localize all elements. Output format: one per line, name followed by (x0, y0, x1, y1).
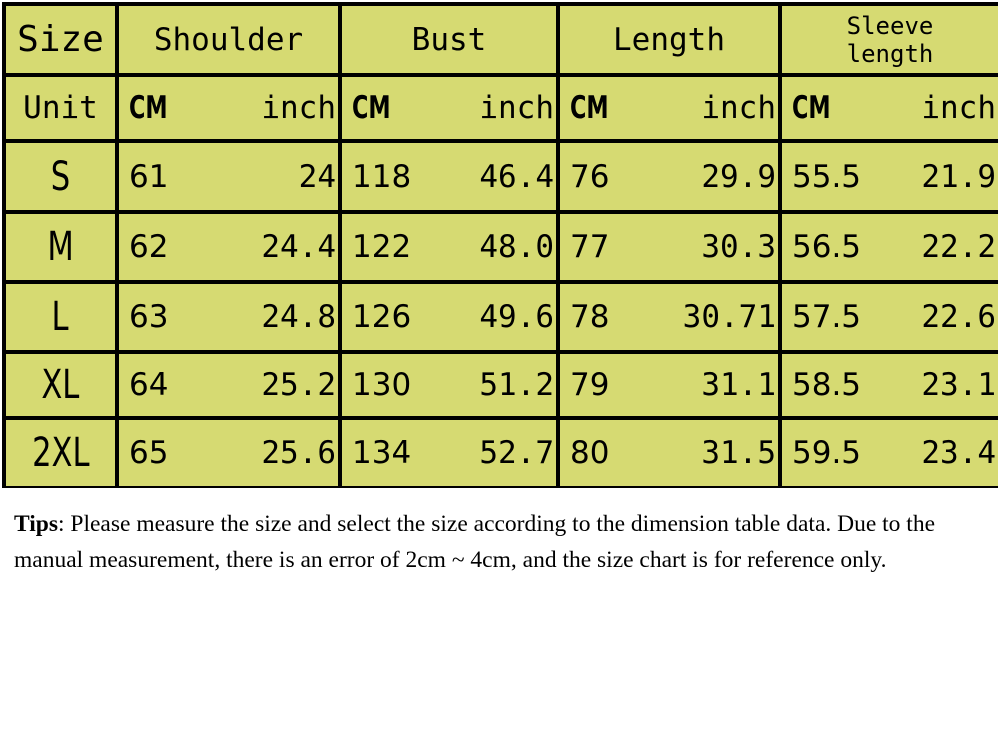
data-cell: 55.5 21.9 (782, 143, 998, 210)
inch-value: 22.6 (921, 299, 996, 335)
inch-value: 49.6 (479, 299, 554, 335)
data-cell: 118 46.4 (342, 143, 556, 210)
unit-cm-label: CM (792, 90, 831, 126)
size-chart-table: Size Shoulder Bust Length Sleeve length Unit CM… (2, 2, 998, 488)
cm-value: 61 (129, 158, 169, 195)
inch-value: 24.8 (261, 299, 336, 335)
unit-inch-label: inch (261, 90, 336, 126)
data-cell: 122 48.0 (342, 214, 556, 280)
unit-cm-label: CM (352, 90, 391, 126)
cm-value: 134 (352, 435, 412, 471)
cm-value: 80 (570, 435, 610, 471)
size-label-cell: S (6, 143, 115, 210)
column-header-sleeve-length: Sleeve length (782, 6, 998, 73)
inch-value: 23.1 (921, 367, 996, 403)
data-cell: 77 30.3 (560, 214, 778, 280)
data-cell: 63 24.8 (119, 284, 338, 350)
cm-value: 126 (352, 299, 412, 335)
cm-value: 55.5 (792, 158, 862, 195)
unit-inch-label: inch (921, 90, 996, 126)
column-header-label: length (846, 39, 934, 68)
inch-value: 25.2 (261, 367, 336, 403)
size-label: M (47, 224, 74, 270)
cm-value: 56.5 (792, 229, 862, 265)
inch-value: 46.4 (479, 158, 554, 195)
cm-value: 64 (129, 367, 169, 403)
column-header-label: Sleeve (846, 11, 934, 40)
cm-value: 59.5 (792, 435, 862, 471)
data-cell: 61 24 (119, 143, 338, 210)
size-label: S (50, 153, 71, 200)
inch-value: 51.2 (479, 367, 554, 403)
data-cell: 62 24.4 (119, 214, 338, 280)
cm-value: 118 (352, 158, 412, 195)
cm-value: 62 (129, 229, 169, 265)
data-cell: 56.5 22.2 (782, 214, 998, 280)
data-cell: 79 31.1 (560, 354, 778, 416)
size-label: L (51, 294, 70, 340)
inch-value: 25.6 (261, 435, 336, 471)
tips-label: Tips (14, 511, 58, 537)
size-label-cell: XL (6, 354, 115, 416)
data-cell: 134 52.7 (342, 420, 556, 486)
data-cell: 78 30.71 (560, 284, 778, 350)
size-label-cell: 2XL (6, 420, 115, 486)
data-cell: 64 25.2 (119, 354, 338, 416)
inch-value: 23.4 (921, 435, 996, 471)
size-header-label: Size (17, 19, 104, 60)
cm-value: 122 (352, 229, 412, 265)
unit-inch-label: inch (479, 90, 554, 126)
size-label: XL (41, 362, 80, 408)
cm-value: 76 (570, 158, 610, 195)
size-label-cell: L (6, 284, 115, 350)
column-header-length: Length (560, 6, 778, 73)
data-cell: 65 25.6 (119, 420, 338, 486)
data-cell: 80 31.5 (560, 420, 778, 486)
inch-value: 31.1 (701, 367, 776, 403)
cm-value: 63 (129, 299, 169, 335)
cm-value: 78 (570, 299, 610, 335)
cm-value: 58.5 (792, 367, 862, 403)
inch-value: 31.5 (701, 435, 776, 471)
unit-header: Unit (6, 77, 115, 139)
column-header-label: Shoulder (153, 21, 304, 58)
inch-value: 52.7 (479, 435, 554, 471)
unit-cm-label: CM (129, 90, 168, 126)
inch-value: 29.9 (701, 158, 776, 195)
unit-cell: CM inch (560, 77, 778, 139)
unit-cm-label: CM (570, 90, 609, 126)
unit-cell: CM inch (782, 77, 998, 139)
column-header-shoulder: Shoulder (119, 6, 338, 73)
data-cell: 130 51.2 (342, 354, 556, 416)
inch-value: 22.2 (921, 229, 996, 265)
tips-note: Tips: Please measure the size and select… (14, 506, 994, 578)
column-header-bust: Bust (342, 6, 556, 73)
size-header: Size (6, 6, 115, 73)
data-cell: 76 29.9 (560, 143, 778, 210)
data-cell: 126 49.6 (342, 284, 556, 350)
unit-cell: CM inch (119, 77, 338, 139)
data-cell: 59.5 23.4 (782, 420, 998, 486)
inch-value: 21.9 (921, 158, 996, 195)
data-cell: 58.5 23.1 (782, 354, 998, 416)
cm-value: 57.5 (792, 299, 862, 335)
size-label-cell: M (6, 214, 115, 280)
cm-value: 79 (570, 367, 610, 403)
inch-value: 24 (298, 158, 336, 195)
cm-value: 130 (352, 367, 412, 403)
column-header-label: Bust (411, 21, 487, 58)
inch-value: 30.3 (701, 229, 776, 265)
unit-header-label: Unit (23, 90, 98, 126)
inch-value: 24.4 (261, 229, 336, 265)
tips-text: : Please measure the size and select the… (14, 511, 936, 573)
inch-value: 30.71 (682, 299, 776, 335)
data-cell: 57.5 22.6 (782, 284, 998, 350)
size-label: 2XL (31, 430, 90, 476)
unit-inch-label: inch (701, 90, 776, 126)
column-header-label: Length (613, 21, 725, 58)
cm-value: 77 (570, 229, 610, 265)
cm-value: 65 (129, 435, 169, 471)
inch-value: 48.0 (479, 229, 554, 265)
unit-cell: CM inch (342, 77, 556, 139)
